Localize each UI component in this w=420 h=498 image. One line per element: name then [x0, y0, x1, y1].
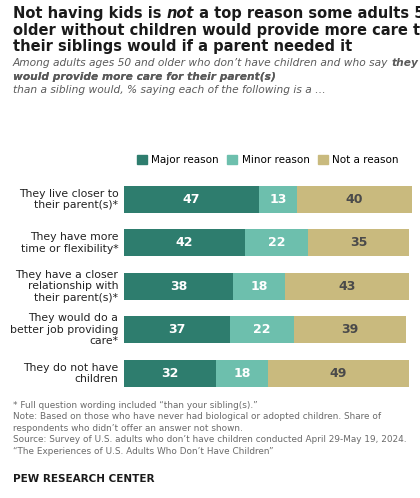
Text: 42: 42: [176, 237, 193, 249]
Text: Among adults ages 50 and older who don’t have children and who say: Among adults ages 50 and older who don’t…: [13, 58, 391, 68]
Bar: [297, 186, 412, 213]
Bar: [124, 186, 259, 213]
Text: 38: 38: [170, 280, 187, 293]
Text: 13: 13: [269, 193, 286, 206]
Text: 35: 35: [350, 237, 367, 249]
Text: would provide more care for their parent(s): would provide more care for their parent…: [13, 72, 276, 82]
Text: 40: 40: [345, 193, 363, 206]
Legend: Major reason, Minor reason, Not a reason: Major reason, Minor reason, Not a reason: [132, 151, 403, 169]
Text: they: they: [391, 58, 418, 68]
Text: 47: 47: [183, 193, 200, 206]
Text: 22: 22: [253, 323, 271, 336]
Bar: [294, 316, 406, 343]
Bar: [285, 273, 409, 300]
Text: not: not: [166, 6, 194, 21]
Bar: [233, 273, 285, 300]
Text: would provide more care for their parent(s): would provide more care for their parent…: [13, 72, 276, 82]
Text: 37: 37: [168, 323, 186, 336]
Bar: [268, 360, 409, 387]
Text: their siblings would if a parent needed it: their siblings would if a parent needed …: [13, 39, 352, 54]
Text: 39: 39: [341, 323, 358, 336]
Bar: [124, 360, 216, 387]
Bar: [124, 316, 230, 343]
Text: 18: 18: [233, 367, 251, 380]
Text: * Full question wording included “than your sibling(s).”
Note: Based on those wh: * Full question wording included “than y…: [13, 401, 406, 456]
Text: 32: 32: [161, 367, 178, 380]
Text: 49: 49: [330, 367, 347, 380]
Text: 43: 43: [338, 280, 356, 293]
Bar: [124, 273, 233, 300]
Bar: [216, 360, 268, 387]
Text: Not having kids is: Not having kids is: [13, 6, 166, 21]
Bar: [245, 230, 308, 256]
Bar: [230, 316, 294, 343]
Text: 18: 18: [250, 280, 268, 293]
Bar: [259, 186, 297, 213]
Text: PEW RESEARCH CENTER: PEW RESEARCH CENTER: [13, 474, 154, 484]
Text: a top reason some adults 50 and: a top reason some adults 50 and: [194, 6, 420, 21]
Bar: [124, 230, 245, 256]
Bar: [308, 230, 409, 256]
Text: older without children would provide more care than: older without children would provide mor…: [13, 23, 420, 38]
Text: 22: 22: [268, 237, 285, 249]
Text: than a sibling would, % saying each of the following is a …: than a sibling would, % saying each of t…: [13, 85, 326, 95]
